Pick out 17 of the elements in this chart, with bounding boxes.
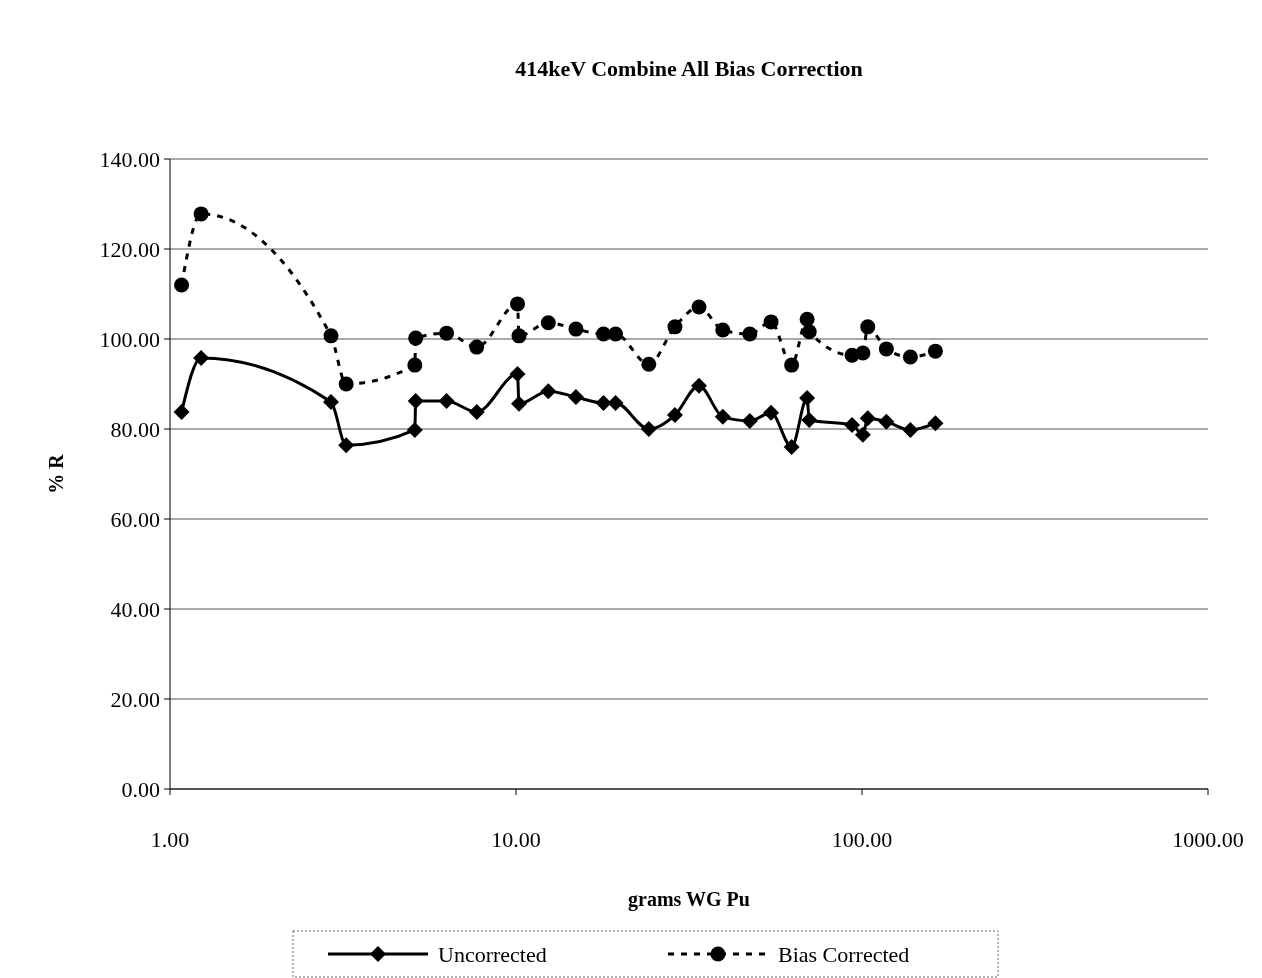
chart-title: 414keV Combine All Bias Correction [515,56,863,81]
x-axis-title: grams WG Pu [628,888,750,911]
y-axis-title: % R [45,453,67,494]
legend-label: Uncorrected [438,941,547,967]
y-tick-label: 0.00 [121,776,160,802]
legend-label: Bias Corrected [778,941,910,967]
y-tick-label: 60.00 [110,506,160,532]
y-tick-label: 20.00 [110,686,160,712]
y-tick-label: 100.00 [99,326,160,352]
x-tick-label: 1000.00 [1172,827,1244,852]
x-tick-label: 100.00 [831,827,893,852]
y-tick-label: 140.00 [99,146,160,172]
x-tick-label: 10.00 [491,827,541,852]
y-tick-label: 40.00 [110,596,160,622]
y-tick-label: 80.00 [110,416,160,442]
y-tick-label: 120.00 [99,236,160,262]
x-tick-label: 1.00 [150,827,190,852]
